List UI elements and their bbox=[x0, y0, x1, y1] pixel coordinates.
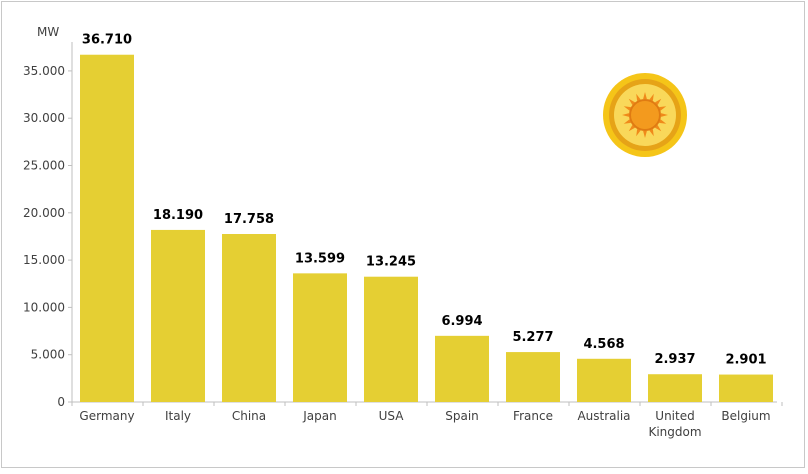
sun-ray bbox=[628, 98, 636, 106]
bar bbox=[151, 229, 205, 402]
data-label: 13.245 bbox=[366, 255, 416, 270]
bar bbox=[80, 54, 134, 403]
bar bbox=[577, 358, 631, 402]
category-label: USA bbox=[379, 409, 405, 423]
y-tick-label: 25.000 bbox=[23, 159, 65, 173]
value-labels: 36.710 18.190 17.758 13.599 13.245 6.994 5.277… bbox=[82, 33, 767, 368]
y-tick-label: 10.000 bbox=[23, 300, 65, 314]
data-label: 2.901 bbox=[725, 353, 766, 368]
bar bbox=[648, 374, 702, 402]
bar bbox=[364, 276, 418, 402]
sun-ray bbox=[623, 119, 632, 124]
category-label: Germany bbox=[79, 409, 134, 423]
data-label: 2.937 bbox=[654, 352, 695, 367]
bar bbox=[435, 335, 489, 402]
sun-ray bbox=[658, 106, 667, 111]
data-label: 5.277 bbox=[512, 330, 553, 345]
sun-ray bbox=[623, 106, 632, 111]
category-label: Kingdom bbox=[648, 425, 701, 439]
category-labels: Germany Italy China Japan USA Spain France Aust… bbox=[79, 409, 770, 439]
y-tick-label: 35.000 bbox=[23, 64, 65, 78]
data-label: 4.568 bbox=[583, 337, 624, 352]
sun-ray bbox=[649, 128, 654, 137]
category-label: United bbox=[655, 409, 694, 423]
sun-ray bbox=[643, 130, 647, 138]
sun-ray bbox=[654, 98, 662, 106]
y-tick-label: 20.000 bbox=[23, 206, 65, 220]
category-label: Spain bbox=[445, 409, 479, 423]
category-label: China bbox=[232, 409, 266, 423]
bar bbox=[719, 374, 773, 402]
category-label: Belgium bbox=[721, 409, 770, 423]
sun-ray bbox=[628, 124, 636, 132]
data-label: 6.994 bbox=[441, 314, 482, 329]
data-label: 18.190 bbox=[153, 208, 203, 223]
y-tick-label: 5.000 bbox=[31, 348, 65, 362]
sun-ray bbox=[643, 92, 647, 100]
sun-ray bbox=[658, 119, 667, 124]
bars bbox=[80, 54, 773, 403]
y-tick-label: 30.000 bbox=[23, 111, 65, 125]
y-tick-label: 0 bbox=[57, 395, 65, 409]
bar bbox=[506, 352, 560, 402]
y-tick-label: 15.000 bbox=[23, 253, 65, 267]
y-axis-unit: MW bbox=[37, 25, 59, 39]
bar bbox=[222, 234, 276, 402]
sun-ray bbox=[636, 128, 641, 137]
sun-ray bbox=[660, 113, 668, 117]
category-label: Japan bbox=[302, 409, 336, 423]
sun-ray bbox=[622, 113, 630, 117]
category-label: France bbox=[513, 409, 553, 423]
data-label: 36.710 bbox=[82, 33, 132, 48]
sun-icon bbox=[603, 73, 687, 157]
category-label: Italy bbox=[165, 409, 191, 423]
axes: 0 5.000 10.000 15.000 20.000 25.000 30.000 35.0… bbox=[23, 42, 783, 409]
data-label: 13.599 bbox=[295, 251, 345, 266]
sun-ray bbox=[636, 93, 641, 102]
sun-ray bbox=[654, 124, 662, 132]
category-label: Australia bbox=[577, 409, 630, 423]
sun-ray bbox=[649, 93, 654, 102]
bar bbox=[293, 273, 347, 402]
data-label: 17.758 bbox=[224, 212, 274, 227]
